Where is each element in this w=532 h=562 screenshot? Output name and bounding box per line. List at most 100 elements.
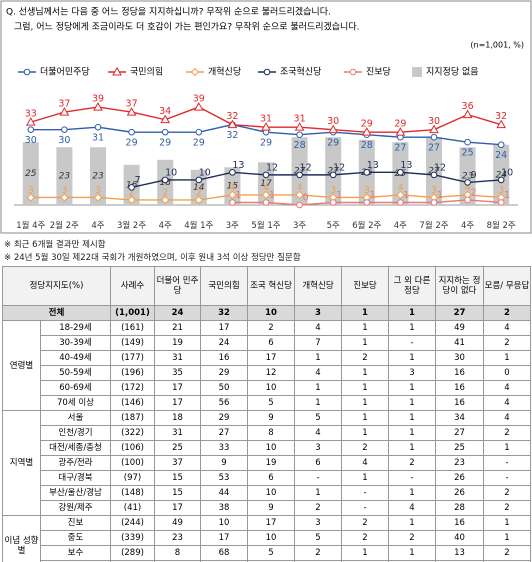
marker [194, 195, 204, 205]
marker [497, 176, 505, 184]
marker [430, 171, 438, 179]
data-label: 3 [498, 185, 504, 196]
marker [397, 199, 404, 206]
sample-size: (106) [110, 440, 155, 456]
cell: 1 [341, 425, 389, 441]
data-label: 13 [232, 160, 244, 171]
header-cell: 개혁신당 [294, 266, 342, 306]
x-tick-label: 7월 2주 [419, 221, 449, 231]
cell: 1 [388, 425, 436, 441]
cell: 44 [200, 485, 248, 501]
header-cell: 더불어 민주당 [154, 266, 201, 306]
row-label: 30-39세 [40, 335, 111, 351]
cell: 19 [154, 335, 201, 351]
row: 연령별 18-29세 (161) 21 17 2 4 1 1 49 4 [2, 320, 531, 411]
data-label: 2 [129, 187, 135, 198]
data-label: 24 [495, 150, 507, 161]
cell: 1 [483, 350, 531, 366]
marker [190, 67, 200, 77]
cell: 16 [200, 350, 248, 366]
cell: 1 [388, 350, 436, 366]
sample-size: (289) [110, 545, 155, 561]
legend-label: 지지정당 없음 [426, 67, 479, 78]
cell: 4 [341, 455, 389, 471]
marker [462, 109, 473, 119]
cell: 8 [154, 545, 201, 561]
row-label: 60-69세 [40, 380, 111, 396]
cell: 5 [294, 410, 342, 426]
data-label: 39 [92, 94, 104, 105]
data-label: 37 [126, 99, 138, 110]
row: 30-39세 (149) 19 24 6 7 1-41 2 [3, 335, 531, 351]
cell: 5 [247, 545, 295, 561]
cell: 29 [200, 410, 248, 426]
marker [161, 176, 169, 184]
marker [464, 179, 471, 186]
cell: 2 [341, 350, 389, 366]
cell: 35 [154, 365, 201, 381]
marker [128, 128, 135, 136]
data-label: 13 [400, 160, 412, 171]
cell: 30 [435, 350, 484, 366]
data-label: 4 [297, 182, 303, 193]
cell: 33 [200, 440, 248, 456]
cell: 2 [388, 455, 436, 471]
data-label: 25 [462, 148, 474, 159]
marker [193, 102, 204, 111]
cell: 21 [154, 320, 201, 336]
cell: 49 [435, 320, 484, 336]
cell: 4 [294, 320, 342, 336]
marker [329, 171, 337, 179]
data-label: 9 [471, 170, 477, 181]
row-label: 강원/제주 [40, 500, 111, 516]
marker [363, 199, 371, 206]
cell: 1 [388, 485, 436, 501]
row-label: 50-59세 [40, 365, 111, 381]
row-label: 대구/경북 [40, 470, 111, 486]
marker [464, 196, 471, 204]
row: 이념 성향별 진보 (244) 49 10 17 3 2 1 16 1 [2, 515, 531, 562]
cell: 27 [435, 305, 484, 321]
marker [397, 169, 404, 176]
x-tick-label: 5주 [326, 221, 340, 231]
marker [395, 127, 406, 136]
row: 모름/무응답(129)152941--428 [3, 560, 531, 562]
sample-size: (148) [110, 485, 155, 501]
sample-size: (97) [110, 470, 155, 486]
data-label: 33 [25, 109, 37, 120]
row: 대전/세종/충청 (106) 25 33 10 3 2 1 25 1 [3, 440, 531, 456]
data-label: 4 [263, 182, 269, 193]
marker [464, 138, 471, 146]
cell: 3 [388, 365, 436, 381]
cell: 3 [294, 515, 342, 531]
data-label: 1 [403, 190, 409, 201]
series-line [131, 171, 502, 189]
cell: 6 [247, 335, 295, 351]
cell: 1 [388, 305, 436, 321]
sample-size: (187) [110, 410, 155, 426]
cell: 29 [200, 365, 248, 381]
marker [27, 126, 35, 133]
x-tick-label: 5월 1주 [251, 221, 281, 231]
cell: 1 [483, 440, 531, 456]
cell: 4 [294, 425, 342, 441]
legend-label: 더불어민주당 [40, 67, 90, 78]
cell: 0 [483, 365, 531, 381]
data-label: 37 [58, 99, 70, 110]
marker [295, 190, 304, 200]
row: 중도 (339) 23 17 10 5 2 2 40 1 [3, 530, 531, 546]
data-label: 12 [333, 162, 345, 173]
row-label: 대전/세종/충청 [40, 440, 111, 456]
header-cell: 조국 혁신당 [247, 266, 295, 306]
marker [23, 68, 31, 76]
group-label: 이념 성향별 [2, 515, 41, 562]
cell: 1 [388, 395, 436, 411]
marker [329, 199, 337, 206]
marker [228, 190, 237, 200]
bar [426, 137, 442, 205]
marker [430, 133, 438, 141]
cell: 24 [200, 335, 248, 351]
cell: 1 [341, 395, 389, 411]
cell: 17 [200, 320, 248, 336]
x-tick-label: 4월 1주 [184, 221, 214, 231]
